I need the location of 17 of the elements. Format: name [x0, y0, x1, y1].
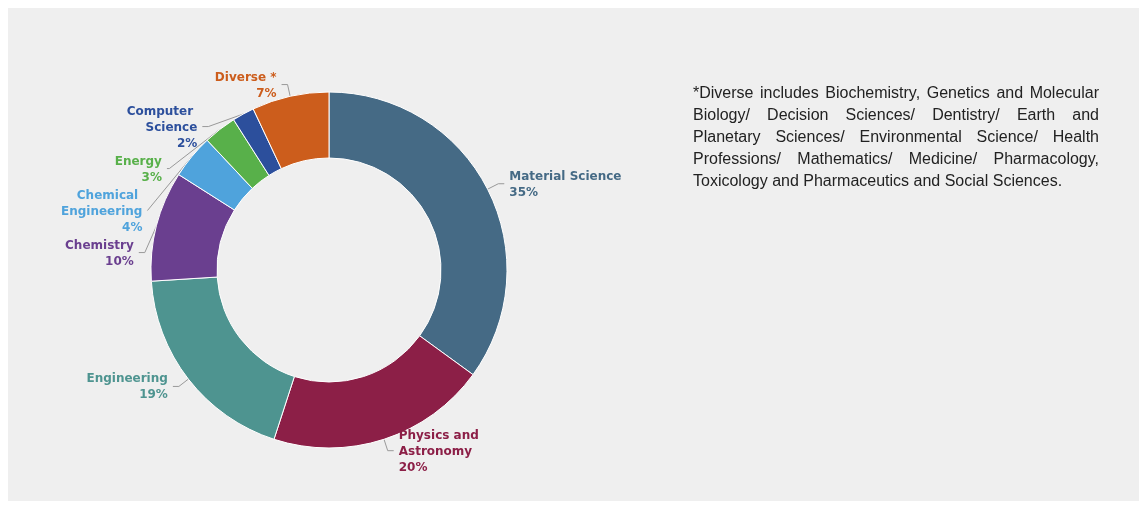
slice-label: Chemistry — [65, 237, 134, 252]
data-label: 7% — [256, 85, 277, 100]
data-label: 19% — [139, 387, 168, 402]
slice-label: Physics and Astronomy — [398, 427, 483, 458]
slice-label: Chemical Engineering — [60, 187, 143, 218]
slice-label: Engineering — [86, 371, 168, 386]
data-label: 4% — [122, 219, 143, 234]
data-label: 2% — [176, 135, 198, 150]
data-label: 35% — [509, 184, 539, 199]
data-label: 3% — [141, 169, 162, 184]
slice-label: Diverse * — [214, 69, 278, 84]
data-label: 10% — [105, 253, 134, 268]
slice-label: Computer Science — [126, 103, 198, 134]
slice-label: Energy — [114, 153, 163, 168]
slice-label: Material Science — [509, 168, 622, 183]
text: *Diverse includes Biochemistry, Genetics and Molecular Biology/ Decision Sciences/ Dentistry/ Earth and Planetary Sciences/ Environmental Science/ Health Professions/ Mathematics/ Medicine/ Pharmacology, Toxicology and Pharmaceutics and Social Sciences. — [693, 83, 1099, 191]
data-label: 20% — [398, 459, 428, 474]
